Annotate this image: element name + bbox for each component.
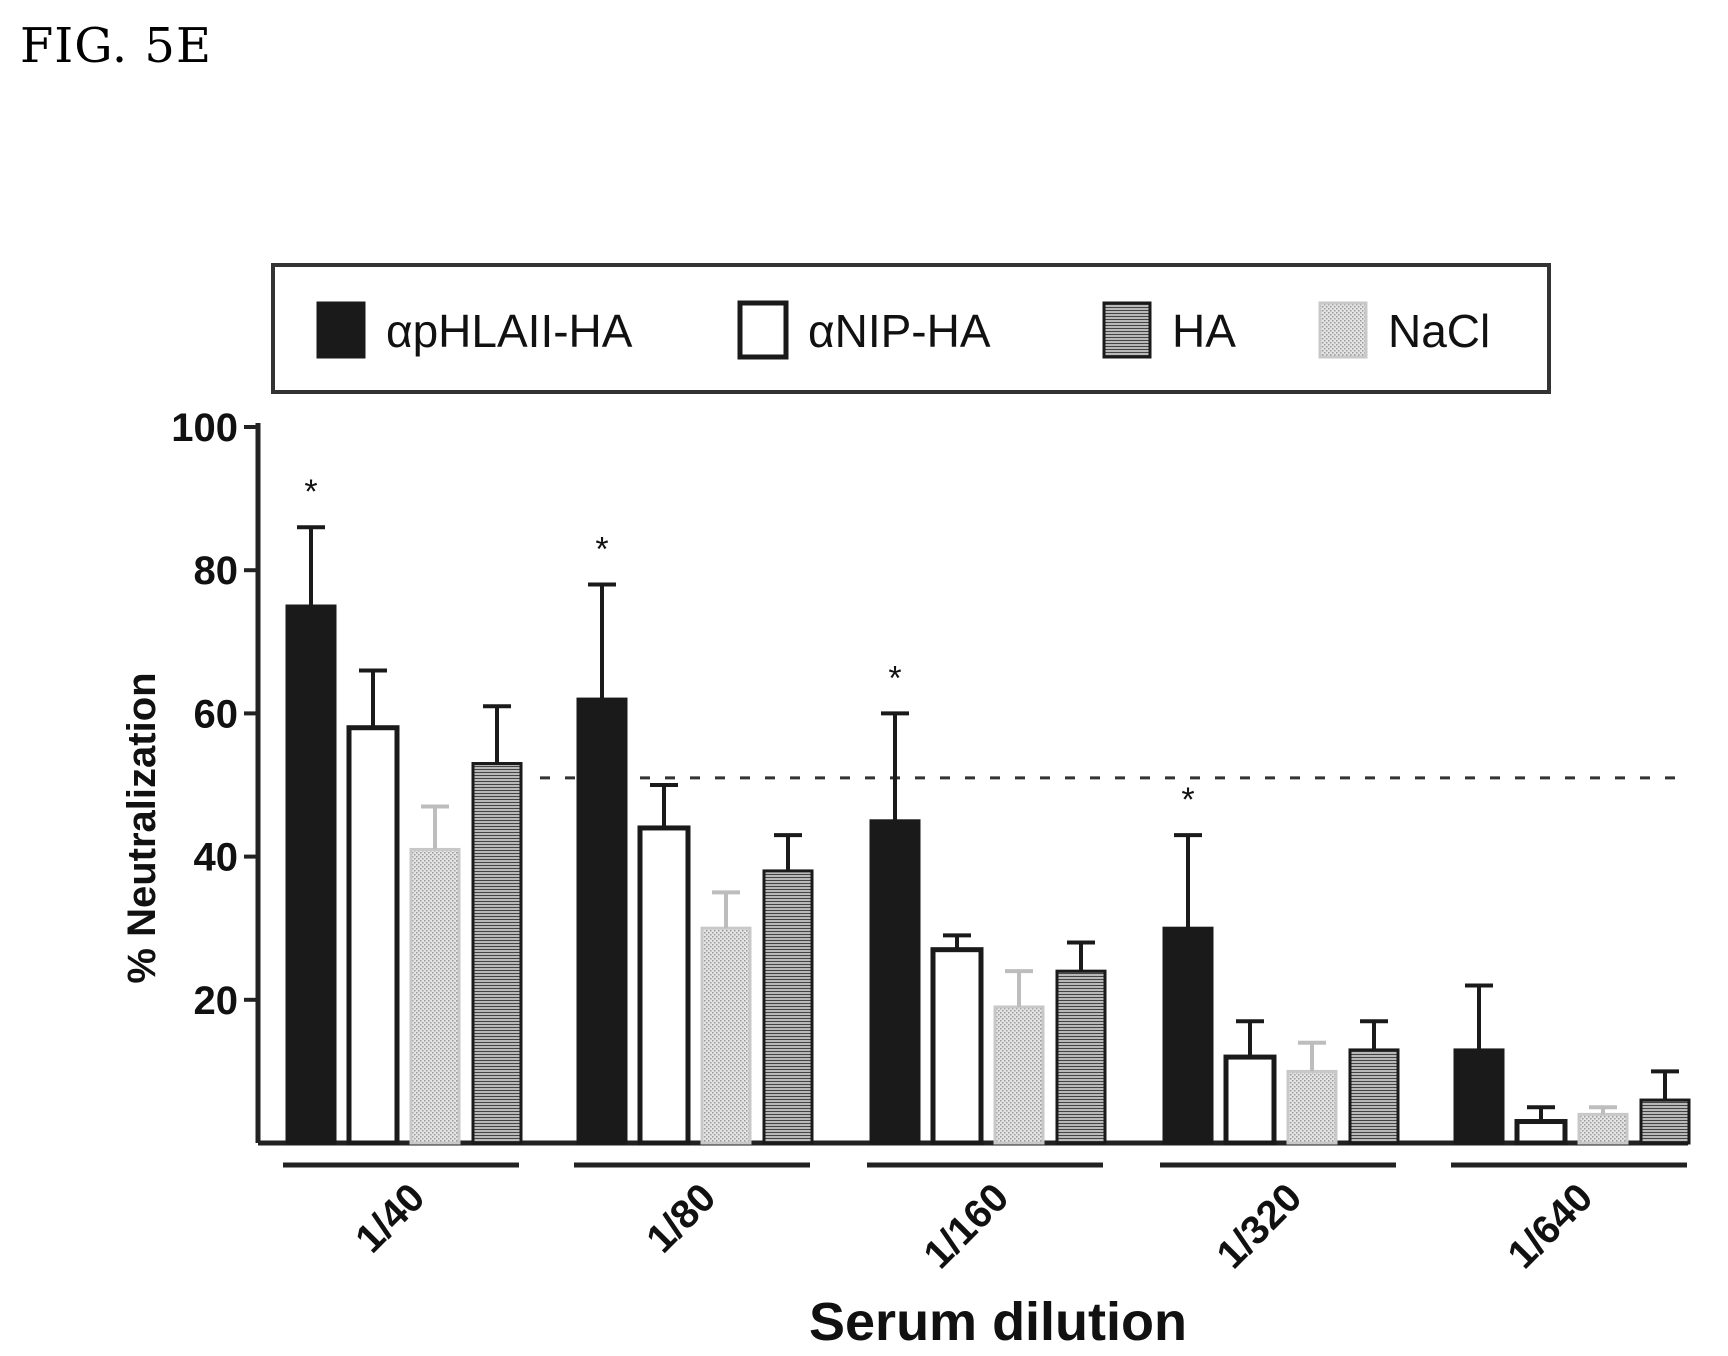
bars: * * * *	[285, 473, 1691, 1146]
bar	[1577, 1112, 1629, 1145]
legend-entry: αpHLAII-HA	[386, 305, 633, 357]
bar	[471, 762, 523, 1145]
legend: αpHLAII-HA αNIP-HA HA NaCl	[271, 263, 1551, 394]
bar	[576, 697, 628, 1145]
bar	[1162, 926, 1214, 1145]
y-axis-label: % Neutralization	[120, 672, 164, 983]
bar	[346, 725, 400, 1146]
bar	[869, 819, 921, 1145]
significance-marker: *	[888, 659, 901, 697]
x-tick-label: 1/160	[915, 1175, 1017, 1277]
bar	[1286, 1069, 1338, 1145]
bar	[930, 947, 984, 1146]
bar	[1514, 1119, 1568, 1146]
figure-label: FIG. 5E	[20, 18, 212, 74]
significance-marker: *	[1181, 781, 1194, 819]
y-tick-label: 100	[171, 406, 238, 450]
legend-swatch	[737, 300, 789, 360]
bar	[285, 604, 337, 1145]
bar	[762, 869, 814, 1145]
x-tick-label: 1/640	[1499, 1175, 1601, 1277]
legend-entry: NaCl	[1388, 305, 1490, 357]
significance-marker: *	[595, 531, 608, 569]
bar	[993, 1005, 1045, 1145]
legend-swatch	[1102, 301, 1152, 359]
x-tick-labels: 1/40 1/80 1/160 1/320 1/640	[283, 1162, 1687, 1277]
x-tick-label: 1/320	[1208, 1175, 1310, 1277]
bar	[1223, 1054, 1277, 1146]
bar	[409, 847, 461, 1145]
x-tick-label: 1/80	[638, 1175, 724, 1261]
legend-entry: HA	[1172, 305, 1236, 357]
legend-swatch	[1318, 301, 1368, 359]
x-axis-label: Serum dilution	[809, 1292, 1187, 1352]
bar	[637, 825, 691, 1146]
y-tick-label: 20	[194, 979, 239, 1023]
y-tick-label: 40	[194, 836, 239, 880]
significance-marker: *	[304, 473, 317, 511]
bar	[1639, 1098, 1691, 1145]
y-tick-label: 80	[194, 549, 239, 593]
bar	[1348, 1048, 1400, 1145]
y-tick-label: 60	[194, 692, 239, 736]
x-tick-label: 1/40	[347, 1175, 433, 1261]
bar	[1055, 969, 1107, 1145]
bar	[700, 926, 752, 1145]
legend-swatch	[316, 301, 366, 359]
bar	[1453, 1048, 1505, 1145]
legend-entry: αNIP-HA	[808, 305, 991, 357]
